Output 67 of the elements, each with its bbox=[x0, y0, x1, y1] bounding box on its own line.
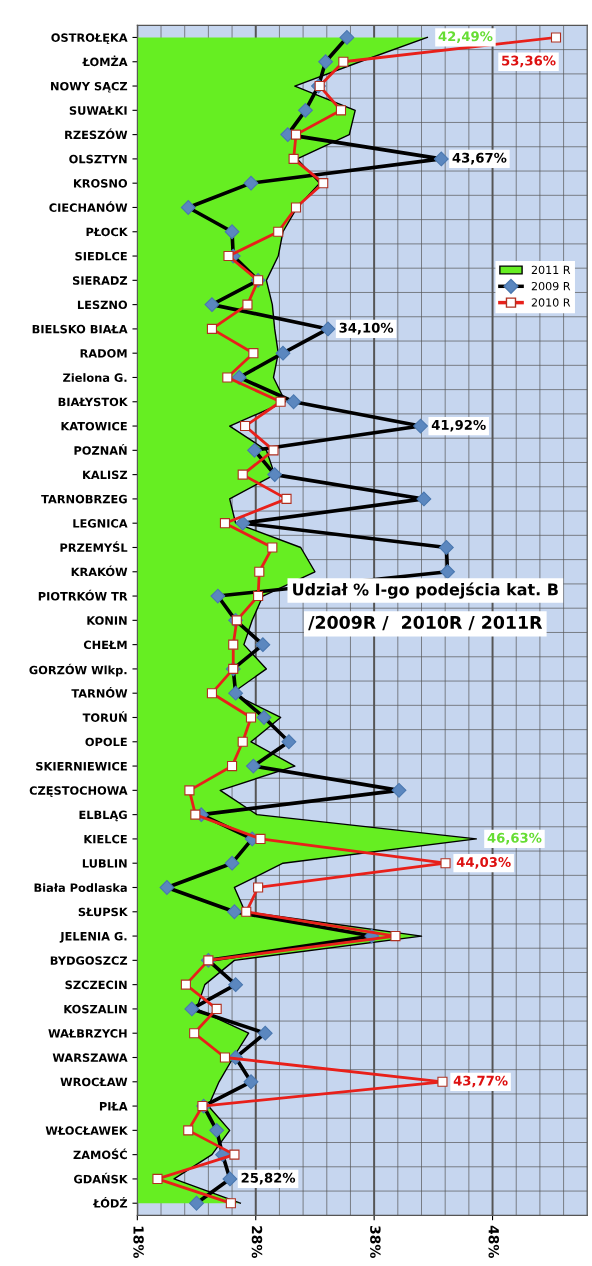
y-tick-label: KIELCE bbox=[84, 834, 127, 844]
data-label: 43,77% bbox=[453, 1075, 508, 1088]
data-label: 53,36% bbox=[502, 55, 556, 68]
y-tick-label: KATOWICE bbox=[61, 421, 127, 431]
y-tick-label: SKIERNIEWICE bbox=[36, 761, 127, 771]
y-tick-label: Zielona G. bbox=[63, 373, 127, 382]
data-label: 44,03% bbox=[456, 857, 511, 869]
y-tick-label: JELENIA G. bbox=[59, 931, 127, 943]
y-tick-label: OLSZTYN bbox=[69, 154, 127, 164]
y-tick-label: SZCZECIN bbox=[65, 980, 127, 990]
data-label: 25,82% bbox=[241, 1172, 296, 1185]
y-tick-label: KALISZ bbox=[83, 470, 128, 480]
x-tick-label: 18% bbox=[133, 1226, 144, 1258]
y-tick-label: POZNAŃ bbox=[74, 444, 127, 455]
y-tick-label: KOSZALIN bbox=[64, 1004, 127, 1014]
y-tick-label: Biała Podlaska bbox=[34, 883, 127, 892]
y-tick-label: KONIN bbox=[87, 616, 127, 625]
y-tick-label: KROSNO bbox=[73, 179, 128, 188]
y-tick-label: ZAMOŚĆ bbox=[73, 1148, 127, 1160]
y-tick-label: ŁÓDŹ bbox=[92, 1197, 128, 1208]
y-tick-label: PIŁA bbox=[99, 1102, 128, 1111]
y-tick-label: GDAŃSK bbox=[74, 1172, 128, 1184]
y-tick-label: CHEŁM bbox=[83, 640, 127, 650]
y-tick-label: PIOTRKÓW TR bbox=[38, 589, 128, 601]
y-tick-label: OPOLE bbox=[85, 737, 127, 747]
y-tick-label: KRAKÓW bbox=[71, 565, 128, 577]
y-tick-label: PRZEMYŚL bbox=[60, 541, 128, 552]
y-tick-label: LEGNICA bbox=[73, 519, 128, 528]
y-tick-label: LESZNO bbox=[77, 300, 128, 310]
y-tick-label: BYDGOSZCZ bbox=[50, 956, 128, 965]
data-label: 41,92% bbox=[431, 419, 486, 432]
y-tick-label: LUBLIN bbox=[82, 859, 127, 868]
y-tick-label: WARSZAWA bbox=[52, 1053, 128, 1062]
y-tick-label: PŁOCK bbox=[86, 227, 128, 237]
y-tick-label: ŁOMŻA bbox=[82, 55, 128, 67]
y-tick-label: SIEDLCE bbox=[75, 251, 127, 261]
legend-label: 2011 R bbox=[531, 265, 571, 275]
y-tick-label: RADOM bbox=[80, 349, 127, 358]
data-label: 43,67% bbox=[452, 152, 507, 165]
y-tick-label: CIECHANÓW bbox=[49, 201, 128, 212]
x-tick-label: 38% bbox=[370, 1226, 381, 1258]
y-tick-label: BIAŁYSTOK bbox=[58, 397, 128, 407]
x-tick-label: 28% bbox=[251, 1226, 263, 1258]
y-tick-label: WAŁBRZYCH bbox=[48, 1029, 127, 1038]
y-tick-label: WROCŁAW bbox=[60, 1077, 128, 1087]
y-tick-label: NOWY SĄCZ bbox=[51, 81, 128, 93]
text: Udział % I-go podejścia kat. B bbox=[293, 582, 558, 599]
legend-label: 2010 R bbox=[531, 298, 571, 307]
y-tick-label: ELBLĄG bbox=[79, 810, 127, 822]
y-tick-label: SIERADZ bbox=[72, 276, 128, 285]
y-tick-label: CZĘSTOCHOWA bbox=[29, 786, 128, 797]
y-tick-label: SUWAŁKI bbox=[69, 106, 127, 115]
x-tick-label: 48% bbox=[488, 1225, 500, 1258]
y-tick-label: TARNOBRZEG bbox=[41, 494, 127, 504]
text: /2009R / 2010R / 2011R bbox=[308, 615, 543, 631]
data-label: 34,10% bbox=[339, 322, 394, 335]
y-tick-label: RZESZÓW bbox=[65, 128, 128, 140]
y-tick-label: GORZÓW Wlkp. bbox=[29, 663, 127, 677]
y-tick-label: SŁUPSK bbox=[78, 907, 128, 917]
y-tick-label: OSTROŁĘKA bbox=[51, 33, 128, 45]
legend-label: 2009 R bbox=[531, 281, 571, 291]
y-tick-label: WŁOCŁAWEK bbox=[45, 1126, 128, 1135]
data-label: 46,63% bbox=[487, 832, 542, 845]
y-tick-label: TARNÓW bbox=[71, 686, 128, 698]
y-tick-label: TORUŃ bbox=[82, 711, 127, 722]
data-label: 42,49% bbox=[438, 31, 493, 43]
y-tick-label: BIELSKO BIAŁA bbox=[32, 324, 128, 334]
